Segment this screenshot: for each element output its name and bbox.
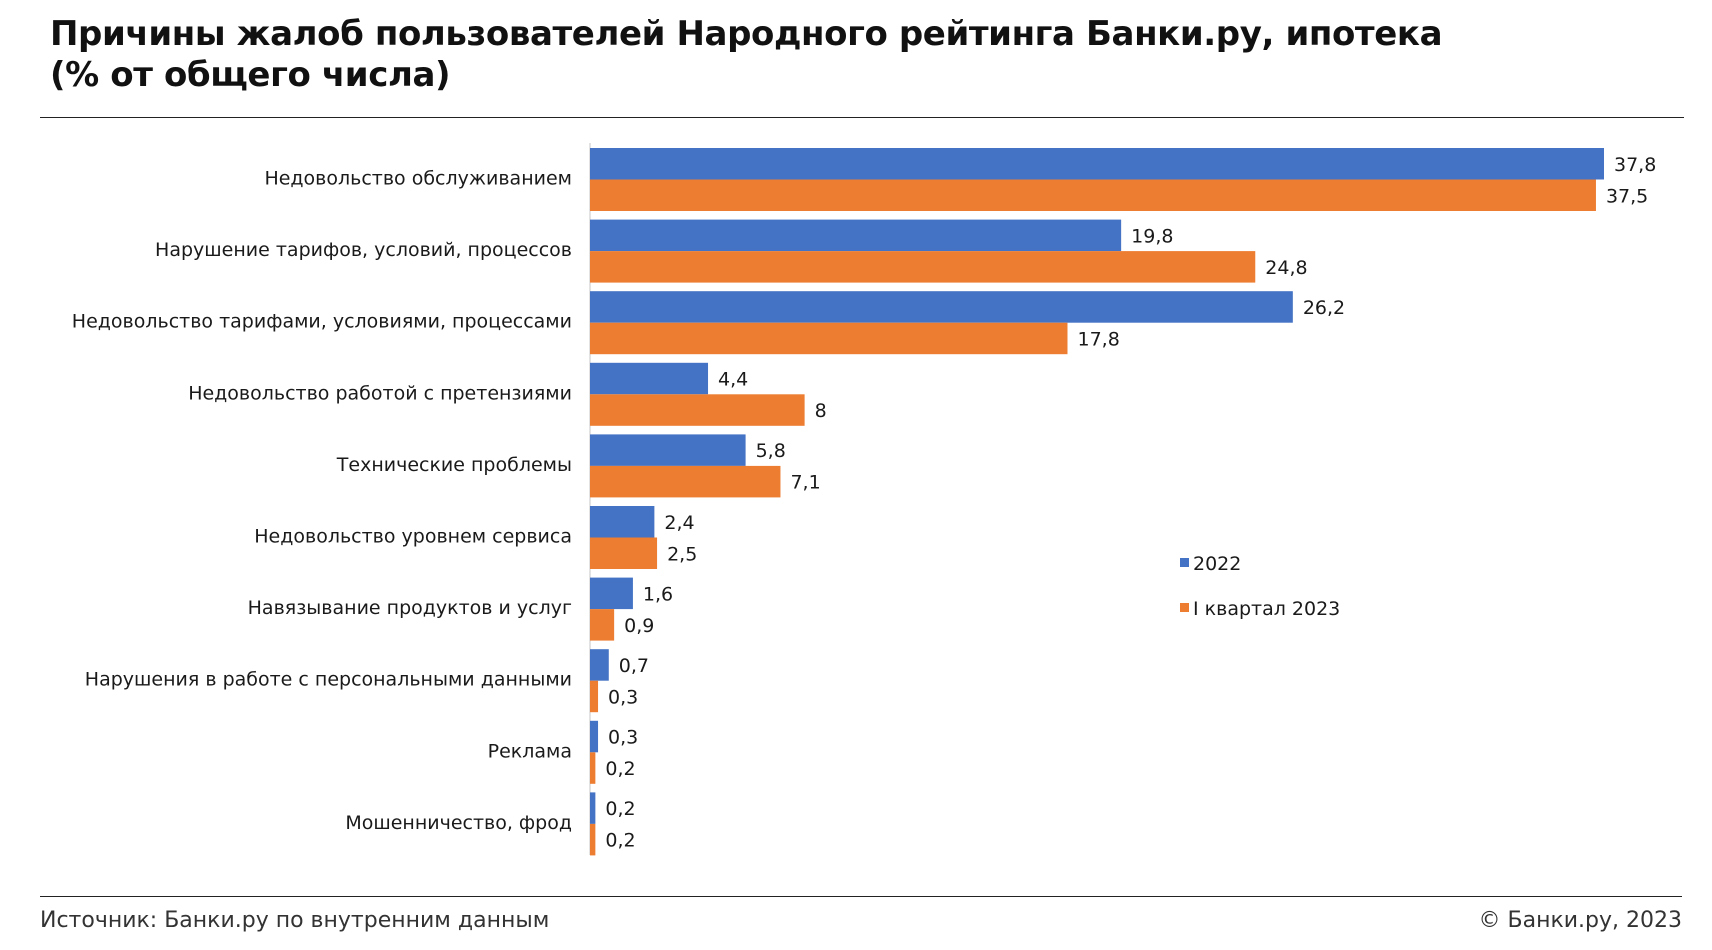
bar-series-2 (590, 322, 1068, 355)
bar-series-1 (590, 577, 633, 610)
data-label: 8 (815, 400, 827, 422)
category-label: Мошенничество, фрод (345, 812, 572, 834)
bar-series-2 (590, 537, 658, 569)
data-label: 2,4 (664, 512, 694, 534)
copyright-note: © Банки.ру, 2023 (1478, 908, 1683, 933)
bar-series-1 (590, 720, 599, 753)
data-label: 2,5 (667, 543, 697, 565)
data-label: 17,8 (1077, 328, 1119, 350)
top-divider (40, 117, 1684, 118)
legend-label: I квартал 2023 (1193, 598, 1340, 620)
bar-series-1 (590, 434, 746, 466)
data-label: 0,2 (605, 830, 635, 852)
bar-series-1 (590, 291, 1293, 323)
bottom-divider (40, 896, 1682, 897)
data-label: 19,8 (1131, 225, 1173, 247)
data-label: 24,8 (1265, 257, 1307, 279)
category-label: Нарушения в работе с персональными данны… (85, 669, 572, 691)
data-label: 7,1 (790, 472, 820, 494)
category-label: Недовольство тарифами, условиями, процес… (72, 311, 572, 333)
bar-series-2 (590, 394, 805, 426)
data-label: 0,7 (619, 655, 649, 677)
bar-series-2 (590, 680, 599, 713)
bar-series-1 (590, 362, 709, 395)
bar-series-2 (590, 179, 1596, 211)
bar-series-1 (590, 219, 1122, 252)
category-label: Нарушение тарифов, условий, процессов (155, 239, 572, 261)
bar-series-1 (590, 792, 596, 824)
chart-title: Причины жалоб пользователей Народного ре… (50, 14, 1650, 96)
bar-series-1 (590, 649, 609, 681)
bar-series-1 (590, 148, 1604, 180)
data-label: 0,2 (605, 798, 635, 820)
bar-series-2 (590, 609, 615, 641)
category-label: Недовольство обслуживанием (264, 168, 572, 190)
data-label: 4,4 (718, 369, 748, 391)
data-label: 37,8 (1614, 154, 1656, 176)
data-label: 5,8 (756, 440, 786, 462)
category-label: Навязывание продуктов и услуг (248, 597, 572, 619)
legend-swatch (1180, 558, 1189, 567)
legend-swatch (1180, 603, 1189, 612)
data-label: 0,2 (605, 758, 635, 780)
data-label: 37,5 (1606, 185, 1648, 207)
bar-series-1 (590, 506, 655, 538)
data-label: 0,3 (608, 727, 638, 749)
legend-label: 2022 (1193, 553, 1241, 575)
category-label: Технические проблемы (336, 454, 572, 476)
data-label: 1,6 (643, 583, 673, 605)
bar-series-2 (590, 465, 781, 498)
bar-series-2 (590, 251, 1256, 283)
category-label: Недовольство уровнем сервиса (254, 526, 572, 548)
chart-title-line-1: Причины жалоб пользователей Народного ре… (50, 14, 1443, 54)
source-note: Источник: Банки.ру по внутренним данным (40, 908, 550, 933)
category-label: Недовольство работой с претензиями (188, 382, 572, 404)
category-label: Реклама (488, 740, 572, 762)
bar-chart: Недовольство обслуживанием 37,8 37,5 Наруше… (72, 143, 1656, 856)
bar-series-2 (590, 752, 596, 784)
data-label: 0,3 (608, 686, 638, 708)
chart-title-line-2: (% от общего числа) (50, 55, 451, 95)
bar-series-2 (590, 823, 596, 856)
data-label: 0,9 (624, 615, 654, 637)
data-label: 26,2 (1303, 297, 1345, 319)
